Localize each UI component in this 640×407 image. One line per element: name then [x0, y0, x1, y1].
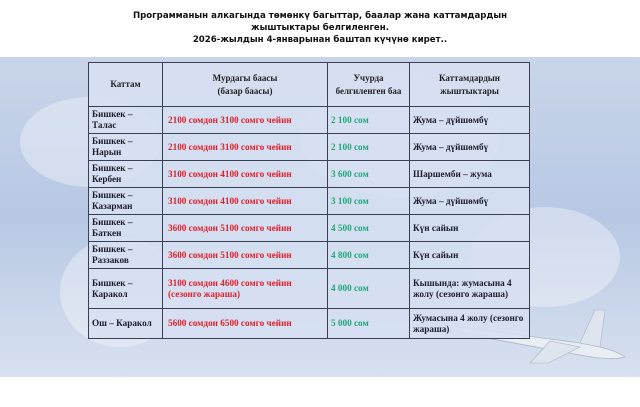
header-frequency: Каттамдардын жыштыктары [409, 62, 530, 107]
route: Бишкек – Нарын [88, 133, 163, 161]
route: Бишкек – Кербен [88, 160, 163, 188]
old-price: 3600 сомдон 5100 сомго чейин [162, 241, 328, 269]
old-price: 3600 сомдон 5100 сомго чейин [162, 214, 328, 242]
frequency: Шаршемби – жума [409, 160, 530, 188]
route: Бишкек – Казарман [88, 187, 163, 215]
heading-line: жыштыктары белгиленген. [251, 23, 389, 33]
header-route: Каттам [88, 62, 163, 107]
heading-line: 2026-жылдын 4-январынан баштап күчүнө ки… [192, 35, 448, 45]
route: Бишкек – Баткен [88, 214, 163, 242]
new-price: 3 600 сом [327, 160, 410, 188]
new-price: 2 100 сом [327, 106, 410, 134]
frequency: Жума – дүйшөмбү [409, 187, 530, 215]
frequency: Жума – дүйшөмбү [409, 133, 530, 161]
old-price: 3100 сомдон 4100 сомго чейин [162, 160, 328, 188]
table-header-row: Каттам Мурдагы баасы (базар баасы) Учурд… [88, 62, 530, 107]
old-price: 2100 сомдон 3100 сомго чейин [162, 106, 328, 134]
route: Бишкек – Талас [88, 106, 163, 134]
frequency: Жума – дүйшөмбү [409, 106, 530, 134]
table-row: Бишкек – Баткен 3600 сомдон 5100 сомго че… [88, 214, 530, 242]
new-price: 5 000 сом [327, 308, 410, 339]
frequency: Күн сайын [409, 214, 530, 242]
table-row: Бишкек – Талас 2100 сомдон 3100 сомго чей… [88, 106, 530, 134]
old-price: 3100 сомдон 4600 сомго чейин (сезонго жа… [162, 268, 328, 309]
old-price: 2100 сомдон 3100 сомго чейин [162, 133, 328, 161]
table-row: Бишкек – Нарын 2100 сомдон 3100 сомго чей… [88, 133, 530, 161]
table-row: Ош – Каракол 5600 сомдон 6500 сомго чейин… [88, 308, 530, 339]
heading-line: Программанын алкагында төмөнкү багыттар,… [132, 11, 508, 21]
old-price: 5600 сомдон 6500 сомго чейин [162, 308, 328, 339]
header-old-price: Мурдагы баасы (базар баасы) [162, 62, 328, 107]
new-price: 4 500 сом [327, 214, 410, 242]
routes-table: Каттам Мурдагы баасы (базар баасы) Учурд… [88, 62, 530, 339]
header-new-price: Учурда белгиленген баа [327, 62, 410, 107]
new-price: 4 800 сом [327, 241, 410, 269]
table-row: Бишкек – Казарман 3100 сомдон 4100 сомго … [88, 187, 530, 215]
route: Бишкек – Каракол [88, 268, 163, 309]
frequency: Жумасына 4 жолу (сезонго жараша) [409, 308, 530, 339]
table-row: Бишкек – Раззаков 3600 сомдон 5100 сомго … [88, 241, 530, 269]
new-price: 3 100 сом [327, 187, 410, 215]
table-row: Бишкек – Кербен 3100 сомдон 4100 сомго че… [88, 160, 530, 188]
table-row: Бишкек – Каракол 3100 сомдон 4600 сомго ч… [88, 268, 530, 309]
announcement-heading: Программанын алкагында төмөнкү багыттар,… [0, 10, 640, 46]
old-price: 3100 сомдон 4100 сомго чейин [162, 187, 328, 215]
new-price: 4 000 сом [327, 268, 410, 309]
route: Бишкек – Раззаков [88, 241, 163, 269]
frequency: Кышында: жумасына 4 жолу (сезонго жараша… [409, 268, 530, 309]
route: Ош – Каракол [88, 308, 163, 339]
frequency: Күн сайын [409, 241, 530, 269]
new-price: 2 100 сом [327, 133, 410, 161]
